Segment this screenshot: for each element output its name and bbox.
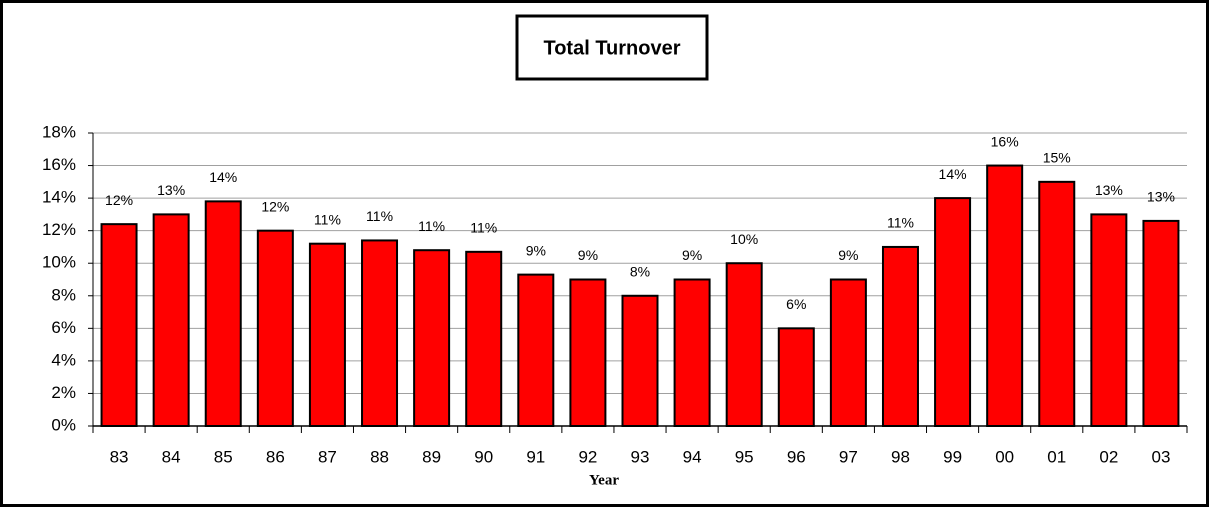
x-tick-label: 85 [214, 447, 233, 466]
y-tick-label: 6% [51, 318, 76, 337]
bar [308, 242, 346, 427]
bar [725, 262, 763, 427]
x-tick-label: 93 [631, 447, 650, 466]
value-label: 13% [1095, 182, 1123, 198]
x-tick-label: 99 [943, 447, 962, 466]
title-box [515, 14, 709, 81]
bar [934, 197, 972, 427]
value-label: 16% [991, 133, 1019, 149]
bar [673, 278, 711, 427]
x-tick-label: 88 [370, 447, 389, 466]
value-label: 13% [1147, 189, 1175, 205]
y-tick-label: 14% [42, 188, 76, 207]
value-label: 11% [314, 211, 341, 227]
value-label: 12% [105, 192, 133, 208]
bar [777, 327, 815, 428]
value-label: 15% [1043, 150, 1071, 166]
value-label: 9% [838, 247, 858, 263]
y-tick-label: 0% [51, 415, 76, 434]
value-label: 6% [786, 296, 806, 312]
x-tick-label: 03 [1151, 447, 1170, 466]
bar [100, 223, 138, 427]
bar [152, 213, 190, 427]
bar [829, 278, 867, 427]
value-label: 14% [939, 166, 967, 182]
bar [517, 273, 555, 427]
bar [413, 249, 451, 427]
x-tick-label: 90 [474, 447, 493, 466]
y-tick-label: 4% [51, 350, 76, 369]
bar [256, 229, 294, 427]
x-tick-label: 01 [1047, 447, 1066, 466]
x-tick-label: 97 [839, 447, 858, 466]
x-tick-label: 92 [578, 447, 597, 466]
x-tick-label: 83 [110, 447, 129, 466]
bar [1038, 180, 1076, 427]
bar [621, 294, 659, 427]
x-tick-label: 91 [526, 447, 545, 466]
y-tick-label: 18% [42, 122, 76, 141]
value-label: 14% [209, 169, 237, 185]
value-label: 11% [418, 218, 445, 234]
bar [465, 250, 503, 427]
value-label: 9% [578, 247, 598, 263]
x-tick-label: 87 [318, 447, 337, 466]
value-label: 11% [887, 215, 914, 231]
value-label: 9% [526, 242, 546, 258]
x-tick-label: 96 [787, 447, 806, 466]
bar [361, 239, 399, 427]
value-label: 11% [366, 208, 393, 224]
x-tick-label: 84 [162, 447, 181, 466]
chart-title: Total Turnover [543, 37, 680, 59]
x-tick-label: 86 [266, 447, 285, 466]
x-tick-label: 89 [422, 447, 441, 466]
bar [1142, 219, 1180, 427]
value-label: 10% [730, 231, 758, 247]
x-tick-label: 02 [1099, 447, 1118, 466]
x-axis-label: Year [589, 472, 619, 488]
y-tick-label: 8% [51, 285, 76, 304]
x-tick-label: 00 [995, 447, 1014, 466]
y-tick-label: 10% [42, 253, 76, 272]
value-label: 12% [261, 198, 289, 214]
value-label: 11% [470, 220, 497, 236]
value-label: 13% [157, 182, 185, 198]
y-tick-label: 12% [42, 220, 76, 239]
x-tick-label: 95 [735, 447, 754, 466]
bar [204, 200, 242, 427]
bar [986, 164, 1024, 428]
value-label: 9% [682, 247, 702, 263]
x-tick-label: 94 [683, 447, 702, 466]
y-tick-label: 16% [42, 155, 76, 174]
bar [881, 245, 919, 427]
bar [1090, 213, 1128, 427]
y-tick-label: 2% [51, 383, 76, 402]
bar [569, 278, 607, 427]
x-tick-label: 98 [891, 447, 910, 466]
value-label: 8% [630, 263, 650, 279]
